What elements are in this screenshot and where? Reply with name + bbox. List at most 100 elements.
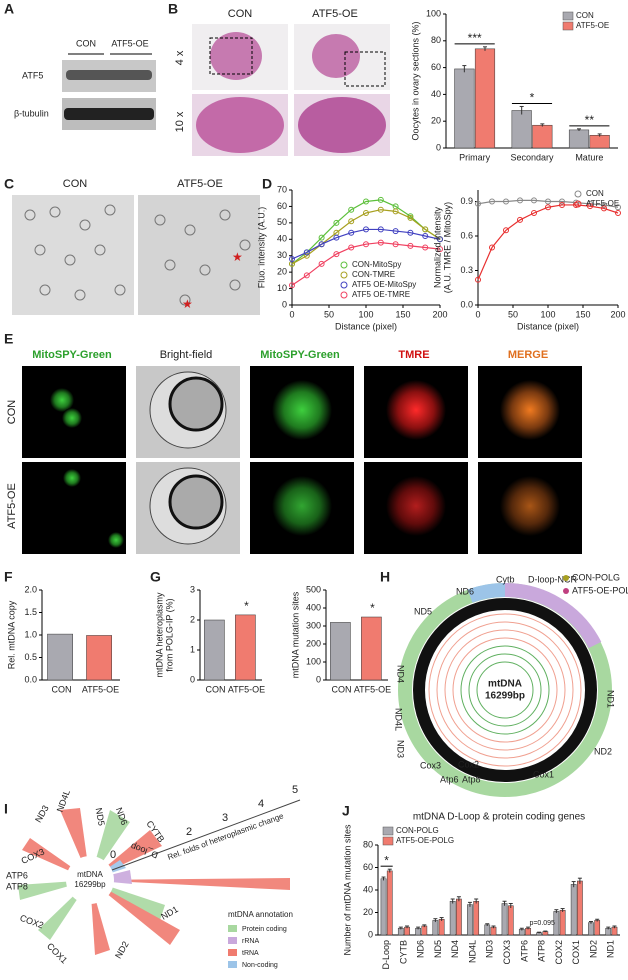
point xyxy=(475,276,481,283)
axis-tick: 4 xyxy=(258,798,264,810)
point xyxy=(348,218,355,225)
radial-plot: mtDNA 16299bp 0 2 3 4 5 Rel. folds of he… xyxy=(6,784,301,969)
bar xyxy=(404,926,410,936)
legend-swatch xyxy=(562,21,574,31)
point xyxy=(531,210,537,216)
y-axis-label: Fluo. intensity (A.U.) xyxy=(256,207,266,289)
x-tick-label: 0 xyxy=(475,309,480,319)
y-tick-label: 80 xyxy=(363,839,373,849)
bar xyxy=(456,898,462,936)
point xyxy=(333,234,340,241)
y-axis-label: from POLG-IP (%) xyxy=(164,598,174,671)
y-tick-label: 0.3 xyxy=(460,265,473,275)
panel-letter: J xyxy=(342,803,350,819)
x-tick-label: 200 xyxy=(610,309,625,319)
legend-swatch xyxy=(382,836,394,846)
x-tick-label: ND4L xyxy=(467,940,477,963)
bar xyxy=(361,616,382,681)
oocyte xyxy=(386,476,446,536)
point xyxy=(392,208,399,215)
x-tick-label: ND4 xyxy=(450,940,460,958)
panel-letter: F xyxy=(4,569,13,585)
gene-label: COX1 xyxy=(45,941,69,965)
point xyxy=(303,272,310,279)
y-tick-label: 0.0 xyxy=(460,299,473,309)
y-tick-label: 70 xyxy=(277,184,287,194)
point xyxy=(318,234,325,241)
annotation: p=0.095 xyxy=(529,920,555,927)
y-tick-label: 0 xyxy=(316,674,321,684)
point xyxy=(363,198,369,205)
site-ring xyxy=(413,598,597,782)
panel-letter: B xyxy=(168,1,178,17)
y-tick-label: 50 xyxy=(277,217,287,227)
gene-label: D-loop-NCR xyxy=(528,574,578,584)
x-tick-label: COX2 xyxy=(554,940,564,965)
y-tick-label: 0.9 xyxy=(460,196,473,206)
gene-label: Cox3 xyxy=(420,760,441,770)
center xyxy=(66,856,114,904)
x-tick-label: ATF5-OE xyxy=(82,684,119,694)
sample-rings xyxy=(428,613,582,767)
legend-swatch xyxy=(562,11,574,21)
ovary xyxy=(210,32,262,80)
bar xyxy=(454,68,475,149)
image-column: MitoSPY-Green xyxy=(260,349,340,361)
ovary xyxy=(298,97,386,153)
legend-label: CON xyxy=(586,189,604,198)
y-axis-label: Number of mtDNA mutation sites xyxy=(342,824,352,956)
legend-label: rRNA xyxy=(242,938,259,945)
bar xyxy=(432,920,439,936)
legend-swatch xyxy=(340,271,348,279)
legend-label: ATF5-OE-POLG xyxy=(396,836,454,845)
annotation: ** xyxy=(585,113,595,127)
x-tick-label: CON xyxy=(206,684,226,694)
bar xyxy=(474,48,496,149)
y-tick-label: 100 xyxy=(306,656,321,666)
y-tick-label: 40 xyxy=(277,234,287,244)
point xyxy=(318,241,325,248)
panel-letter: I xyxy=(4,801,8,817)
y-tick-label: 500 xyxy=(306,584,321,594)
annotation: * xyxy=(244,599,249,613)
panel-letter: H xyxy=(380,569,390,585)
zoom-box xyxy=(344,51,386,87)
bar xyxy=(577,880,583,936)
bar xyxy=(507,905,514,936)
legend-swatch xyxy=(228,937,237,944)
axis-tick: 2 xyxy=(186,826,192,838)
x-tick-label: Primary xyxy=(459,152,490,162)
legend-label: ATF5-OE xyxy=(576,21,609,30)
legend-swatch xyxy=(340,291,348,299)
point xyxy=(377,226,384,233)
point xyxy=(615,204,621,211)
image-column: ATF5-OE xyxy=(312,8,358,20)
y-tick-label: 300 xyxy=(306,620,321,630)
legend-swatch xyxy=(382,826,394,836)
point xyxy=(348,229,355,236)
y-tick-label: 1 xyxy=(190,644,195,654)
point xyxy=(437,236,443,243)
bar xyxy=(467,904,473,936)
bar xyxy=(594,920,601,936)
x-tick-label: 100 xyxy=(358,309,373,319)
bar xyxy=(484,924,491,936)
blot-group: CON xyxy=(76,38,96,48)
bar xyxy=(490,926,497,936)
y-axis-label: mtDNA mutation sites xyxy=(290,591,300,678)
gene-label: ND4L xyxy=(394,708,404,731)
x-axis-label: Distance (pixel) xyxy=(335,321,397,331)
x-tick-label: ND2 xyxy=(588,940,598,958)
y-tick-label: 100 xyxy=(426,8,441,18)
western-blot: CON ATF5-OE ATF5 β-tubulin xyxy=(14,38,156,130)
image-row: ATF5-OE xyxy=(6,483,18,529)
legend-label: CON-POLG xyxy=(572,572,620,582)
gene-label: Cox1 xyxy=(533,769,554,779)
annotation: * xyxy=(530,91,535,105)
gene-label: ND5 xyxy=(414,606,432,616)
bar xyxy=(473,901,480,936)
point xyxy=(559,201,565,208)
gene-label: ATP8 xyxy=(6,881,28,891)
oocyte xyxy=(168,474,224,530)
axis-line xyxy=(111,799,301,871)
